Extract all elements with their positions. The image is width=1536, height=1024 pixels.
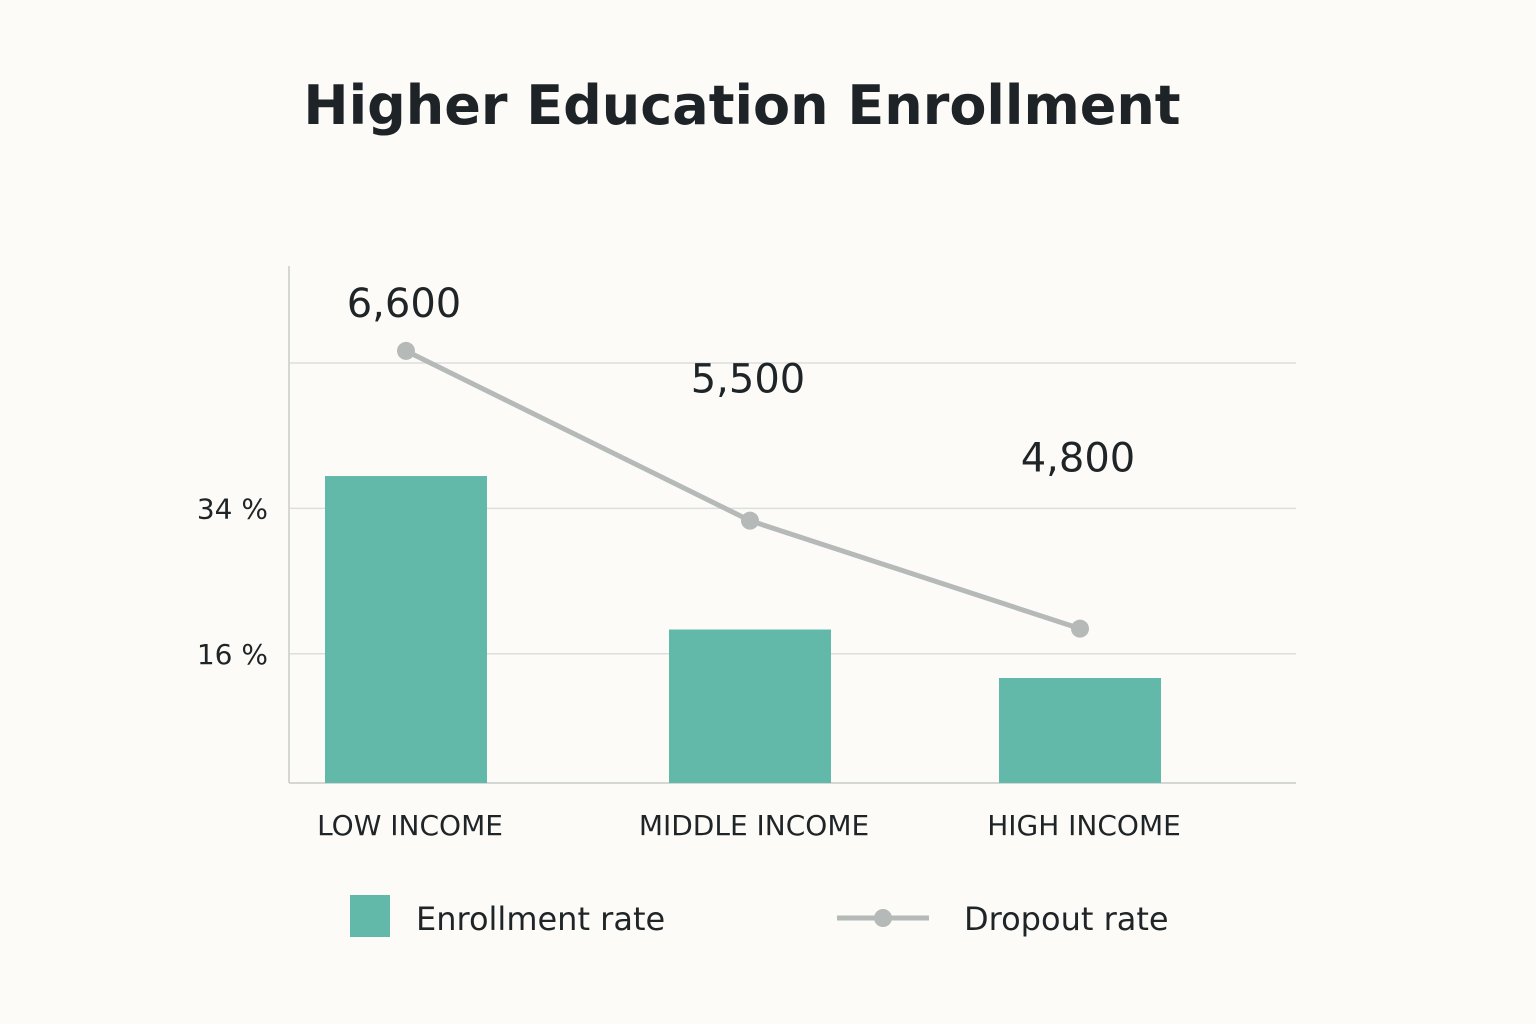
data-labels: 6,600 5,500 4,800 [347,281,1136,482]
bar-high-income [999,677,1161,783]
dropout-data-label: 6,600 [347,281,462,327]
dropout-point-1 [741,511,759,530]
bars [325,476,1161,783]
legend-swatch-dropout-marker [874,909,892,927]
dropout-data-label: 4,800 [1021,436,1136,482]
bar-low-income [325,476,487,783]
y-tick-labels: 34 % 16 % [197,492,268,670]
dropout-data-label: 5,500 [691,357,806,403]
dropout-point-0 [397,341,415,360]
chart-title: Higher Education Enrollment [303,74,1180,137]
category-label: MIDDLE INCOME [639,809,869,842]
y-tick-label: 16 % [197,638,268,671]
legend-swatch-enrollment [350,895,390,937]
bar-middle-income [669,629,831,783]
category-label: LOW INCOME [317,809,503,842]
dropout-line [397,341,1089,638]
y-tick-label: 34 % [197,492,268,525]
legend-label-dropout: Dropout rate [964,900,1169,938]
category-label: HIGH INCOME [987,809,1181,842]
dropout-point-2 [1071,619,1089,638]
category-labels: LOW INCOME MIDDLE INCOME HIGH INCOME [317,809,1181,842]
legend-label-enrollment: Enrollment rate [416,900,665,938]
legend: Enrollment rate Dropout rate [350,895,1169,938]
